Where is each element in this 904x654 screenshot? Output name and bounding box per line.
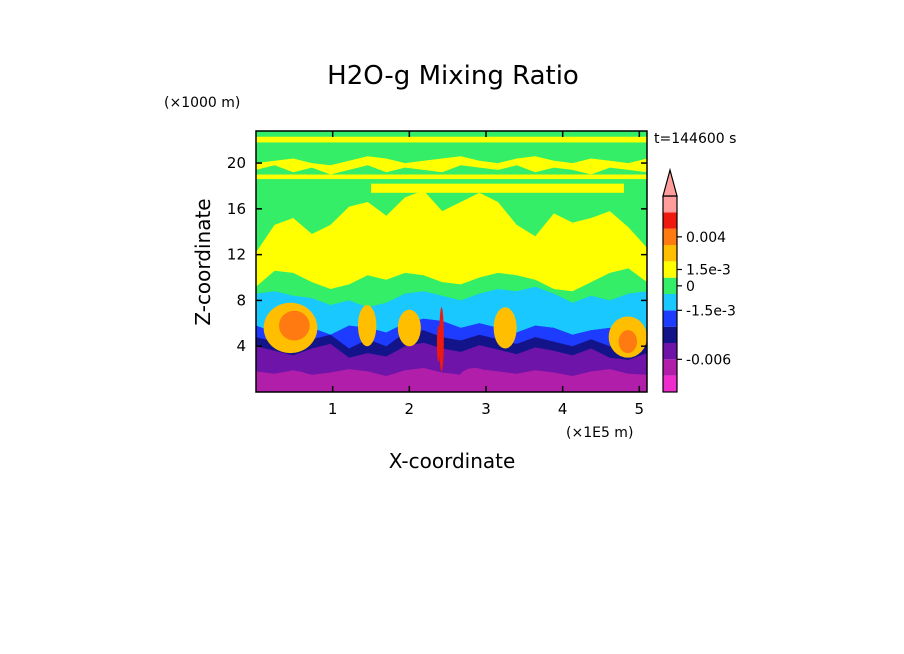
colorbar-segment: [663, 326, 677, 343]
x-tick-label: 5: [635, 400, 645, 418]
contour-blob: [439, 307, 444, 372]
contour-blob: [618, 330, 638, 354]
colorbar-segment: [663, 277, 677, 294]
y-tick-label: 20: [227, 154, 246, 172]
colorbar-segment: [663, 310, 677, 327]
x-tick-label: 4: [558, 400, 568, 418]
contour-blob: [436, 325, 441, 363]
plot-frame: [255, 130, 648, 393]
colorbar-segment: [663, 228, 677, 245]
colorbar-tick-label: -0.006: [686, 352, 731, 368]
colorbar-tick-label: -1.5e-3: [686, 303, 736, 319]
colorbar-tick-label: 0.004: [686, 230, 726, 246]
colorbar-segment: [663, 245, 677, 262]
contour-blob: [493, 307, 517, 349]
time-label: t=144600 s: [654, 131, 736, 147]
y-tick-label: 4: [236, 337, 246, 355]
contour-blob: [279, 310, 310, 341]
colorbar-segment: [663, 196, 677, 213]
contour-blob: [397, 309, 421, 347]
x-tick-label: 3: [481, 400, 491, 418]
colorbar-tick-label: 1.5e-3: [686, 263, 731, 279]
x-tick-label: 1: [328, 400, 338, 418]
colorbar-extend-arrow: [662, 167, 678, 197]
y-tick-label: 8: [236, 291, 246, 309]
colorbar-segment: [663, 212, 677, 229]
colorbar-segment: [663, 375, 677, 392]
contour-blob: [357, 305, 377, 347]
contour-band: [256, 368, 647, 392]
contour-blob: [459, 367, 490, 389]
y-axis: 4 8 12 16 20: [227, 154, 647, 355]
y-tick-label: 16: [227, 200, 246, 218]
contour-blob: [286, 371, 310, 388]
contour-streak: [371, 183, 624, 193]
contour-streak: [256, 136, 647, 143]
contour-field: [256, 131, 647, 392]
x-axis-label: X-coordinate: [389, 449, 516, 473]
colorbar-tick-label: 0: [686, 279, 695, 295]
y-axis-label: Z-coordinate: [191, 198, 215, 325]
colorbar-segment: [663, 359, 677, 376]
y-units-label: (×1000 m): [164, 95, 240, 111]
y-tick-label: 12: [227, 246, 246, 264]
contour-streak: [256, 174, 647, 180]
chart-title: H2O-g Mixing Ratio: [327, 61, 579, 91]
colorbar-segment: [663, 343, 677, 360]
x-units-label: (×1E5 m): [566, 425, 633, 441]
colorbar: 0.004 1.5e-30 -1.5e-3 -0.006: [662, 167, 736, 393]
colorbar-segment: [663, 294, 677, 311]
x-tick-label: 2: [405, 400, 415, 418]
x-axis: 1 2 3 4 5: [328, 131, 644, 418]
colorbar-segment: [663, 261, 677, 278]
